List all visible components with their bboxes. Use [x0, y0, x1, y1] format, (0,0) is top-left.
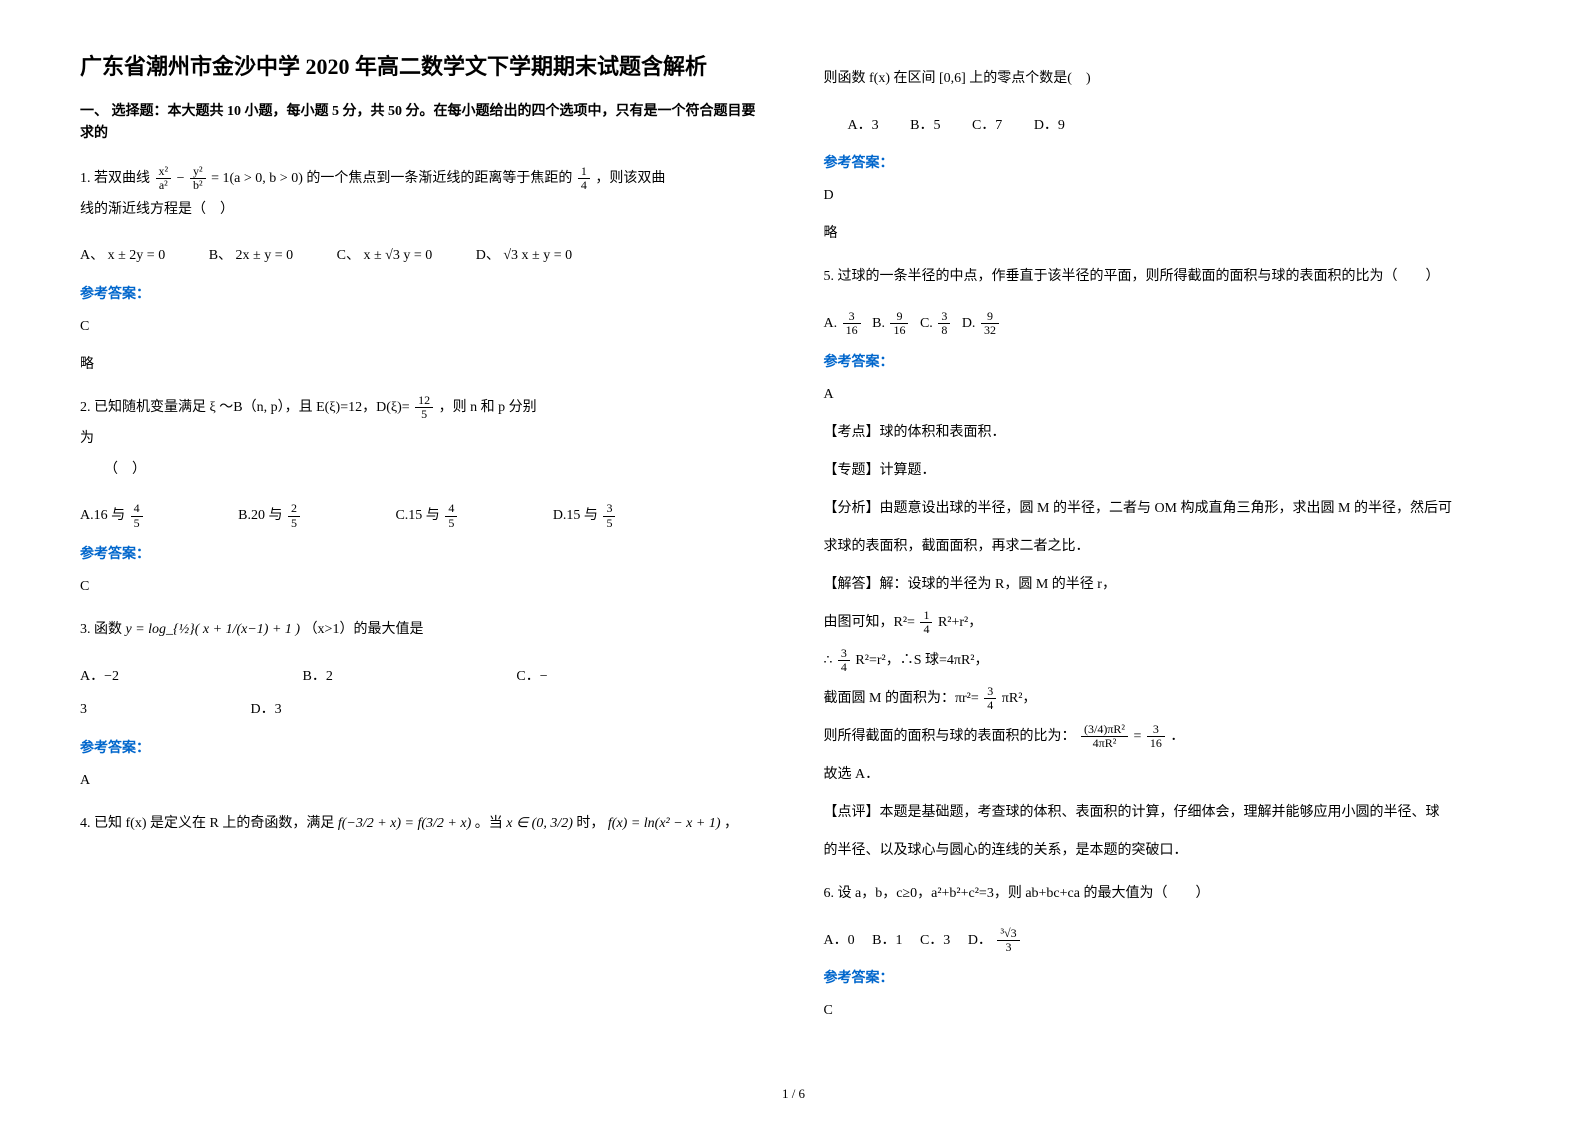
q5-opt-d: D. 932 — [962, 307, 1001, 341]
question-6: 6. 设 a，b，c≥0，a²+b²+c²=3，则 ab+bc+ca 的最大值为… — [824, 879, 1508, 910]
q1-frac3: 1 4 — [578, 165, 590, 192]
q4-r-stem: 则函数 f(x) 在区间 [0,6] 上的零点个数是( ) — [824, 71, 1091, 86]
q1-stem-a: 1. 若双曲线 — [80, 171, 150, 186]
q4-opt-a: A．3 — [848, 109, 879, 143]
q3-stem-b: （x>1）的最大值是 — [304, 622, 424, 637]
q3-line2a: 3 — [80, 702, 87, 717]
q6-opt-d: D． ³√33 — [968, 924, 1022, 958]
left-column: 广东省潮州市金沙中学 2020 年高二数学文下学期期末试题含解析 一、 选择题：… — [80, 50, 764, 1035]
section-1-heading: 一、 选择题：本大题共 10 小题，每小题 5 分，共 50 分。在每小题给出的… — [80, 101, 764, 146]
q5-jd3: ∴ 34 R²=r²，∴S 球=4πR²， — [824, 647, 1508, 675]
q1-frac1: x² a² — [156, 165, 172, 192]
q5-dp1: 【点评】本题是基础题，考查球的体积、表面积的计算，仔细体会，理解并能够应用小圆的… — [824, 799, 1508, 827]
q3-opt-a: A．−2 — [80, 660, 119, 694]
q6-opt-b: B．1 — [872, 924, 902, 958]
q5-jd5: 则所得截面的面积与球的表面积的比为： (3/4)πR² 4πR² = 316 ． — [824, 723, 1508, 751]
q2-opt-d: D.15 与 35 — [553, 499, 618, 533]
question-4: 4. 已知 f(x) 是定义在 R 上的奇函数，满足 f(−3/2 + x) =… — [80, 809, 764, 840]
q1-ref-label: 参考答案： — [80, 283, 764, 303]
q6-stem: 6. 设 a，b，c≥0，a²+b²+c²=3，则 ab+bc+ca 的最大值为… — [824, 886, 1210, 901]
q5-jd1: 【解答】解：设球的半径为 R，圆 M 的半径 r， — [824, 571, 1508, 599]
q5-stem: 5. 过球的一条半径的中点，作垂直于该半径的平面，则所得截面的面积与球的表面积的… — [824, 269, 1440, 284]
q3-stem-a: 3. 函数 — [80, 622, 122, 637]
question-4-cont: 则函数 f(x) 在区间 [0,6] 上的零点个数是( ) — [824, 64, 1508, 95]
page-footer: 1 / 6 — [0, 1086, 1587, 1102]
q2-opt-b: B.20 与 25 — [238, 499, 302, 533]
q2-frac: 12 5 — [415, 394, 433, 421]
q6-opt-c: C．3 — [920, 924, 950, 958]
q5-jd2: 由图可知，R²= 14 R²+r²， — [824, 609, 1508, 637]
q1-opt-d: D、 √3 x ± y = 0 — [476, 239, 572, 273]
q2-answer: C — [80, 573, 764, 601]
q4-fx: f(x) = ln(x² − x + 1) — [608, 816, 721, 831]
question-3: 3. 函数 y = log_{½}( x + 1/(x−1) + 1 ) （x>… — [80, 615, 764, 646]
page-title: 广东省潮州市金沙中学 2020 年高二数学文下学期期末试题含解析 — [80, 50, 764, 83]
q5-dp2: 的半径、以及球心与圆心的连线的关系，是本题的突破口． — [824, 837, 1508, 865]
q1-answer: C — [80, 313, 764, 341]
q1-opt-a: A、 x ± 2y = 0 — [80, 239, 165, 273]
q3-options: A．−2 B．2 C．− 3 D．3 — [80, 660, 764, 727]
q5-ref-label: 参考答案： — [824, 351, 1508, 371]
q4-stem-a: 4. 已知 f(x) 是定义在 R 上的奇函数，满足 — [80, 816, 334, 831]
q5-fx2: 求球的表面积，截面面积，再求二者之比． — [824, 533, 1508, 561]
right-column: 则函数 f(x) 在区间 [0,6] 上的零点个数是( ) A．3 B．5 C．… — [824, 50, 1508, 1035]
q5-answer: A — [824, 381, 1508, 409]
q5-opt-b: B. 916 — [872, 307, 910, 341]
q3-ref-label: 参考答案： — [80, 737, 764, 757]
q1-explain: 略 — [80, 351, 764, 379]
q4-opt-d: D．9 — [1034, 109, 1065, 143]
q5-jd4: 截面圆 M 的面积为：πr²= 34 πR²， — [824, 685, 1508, 713]
question-2: 2. 已知随机变量满足 ξ ～B（n, p），且 E(ξ)=12，D(ξ)= 1… — [80, 393, 764, 485]
q6-answer: C — [824, 997, 1508, 1025]
q3-opt-b: B．2 — [303, 660, 333, 694]
q4-options: A．3 B．5 C．7 D．9 — [848, 109, 1508, 143]
q5-kd: 【考点】球的体积和表面积． — [824, 419, 1508, 447]
q2-opt-a: A.16 与 45 — [80, 499, 145, 533]
q5-opt-a: A. 316 — [824, 307, 863, 341]
q4-opt-c: C．7 — [972, 109, 1002, 143]
question-1: 1. 若双曲线 x² a² − y² b² = 1(a > 0, b > 0) … — [80, 164, 764, 226]
q2-ref-label: 参考答案： — [80, 543, 764, 563]
q4-ref-label: 参考答案： — [824, 152, 1508, 172]
q4-f1: f(−3/2 + x) = f(3/2 + x) — [338, 816, 471, 831]
q4-xin: x ∈ (0, 3/2) — [506, 816, 573, 831]
q1-opt-c: C、 x ± √3 y = 0 — [337, 239, 433, 273]
q4-answer: D — [824, 182, 1508, 210]
q2-options: A.16 与 45 B.20 与 25 C.15 与 45 D.15 与 35 — [80, 499, 764, 533]
q3-opt-c: C．− — [516, 660, 547, 694]
q6-opt-a: A．0 — [824, 924, 855, 958]
q4-explain: 略 — [824, 220, 1508, 248]
q6-ref-label: 参考答案： — [824, 967, 1508, 987]
q5-big-frac: (3/4)πR² 4πR² — [1081, 723, 1128, 750]
q5-zt: 【专题】计算题． — [824, 457, 1508, 485]
q1-frac2: y² b² — [190, 165, 206, 192]
q3-formula: y = log_{½}( x + 1/(x−1) + 1 ) — [126, 622, 301, 637]
q5-opt-c: C. 38 — [920, 307, 952, 341]
q5-fx1: 【分析】由题意设出球的半径，圆 M 的半径，二者与 OM 构成直角三角形，求出圆… — [824, 495, 1508, 523]
q1-opt-b: B、 2x ± y = 0 — [209, 239, 293, 273]
q5-jd6: 故选 A． — [824, 761, 1508, 789]
q6-options: A．0 B．1 C．3 D． ³√33 — [824, 924, 1508, 958]
q2-opt-c: C.15 与 45 — [395, 499, 459, 533]
q1-options: A、 x ± 2y = 0 B、 2x ± y = 0 C、 x ± √3 y … — [80, 239, 764, 273]
q2-stem-a: 2. 已知随机变量满足 ξ ～B（n, p），且 E(ξ)=12，D(ξ)= — [80, 400, 410, 415]
q5-options: A. 316 B. 916 C. 38 D. 932 — [824, 307, 1508, 341]
q3-opt-d: D．3 — [251, 693, 282, 727]
q3-answer: A — [80, 767, 764, 795]
question-5: 5. 过球的一条半径的中点，作垂直于该半径的平面，则所得截面的面积与球的表面积的… — [824, 262, 1508, 293]
q4-opt-b: B．5 — [910, 109, 940, 143]
